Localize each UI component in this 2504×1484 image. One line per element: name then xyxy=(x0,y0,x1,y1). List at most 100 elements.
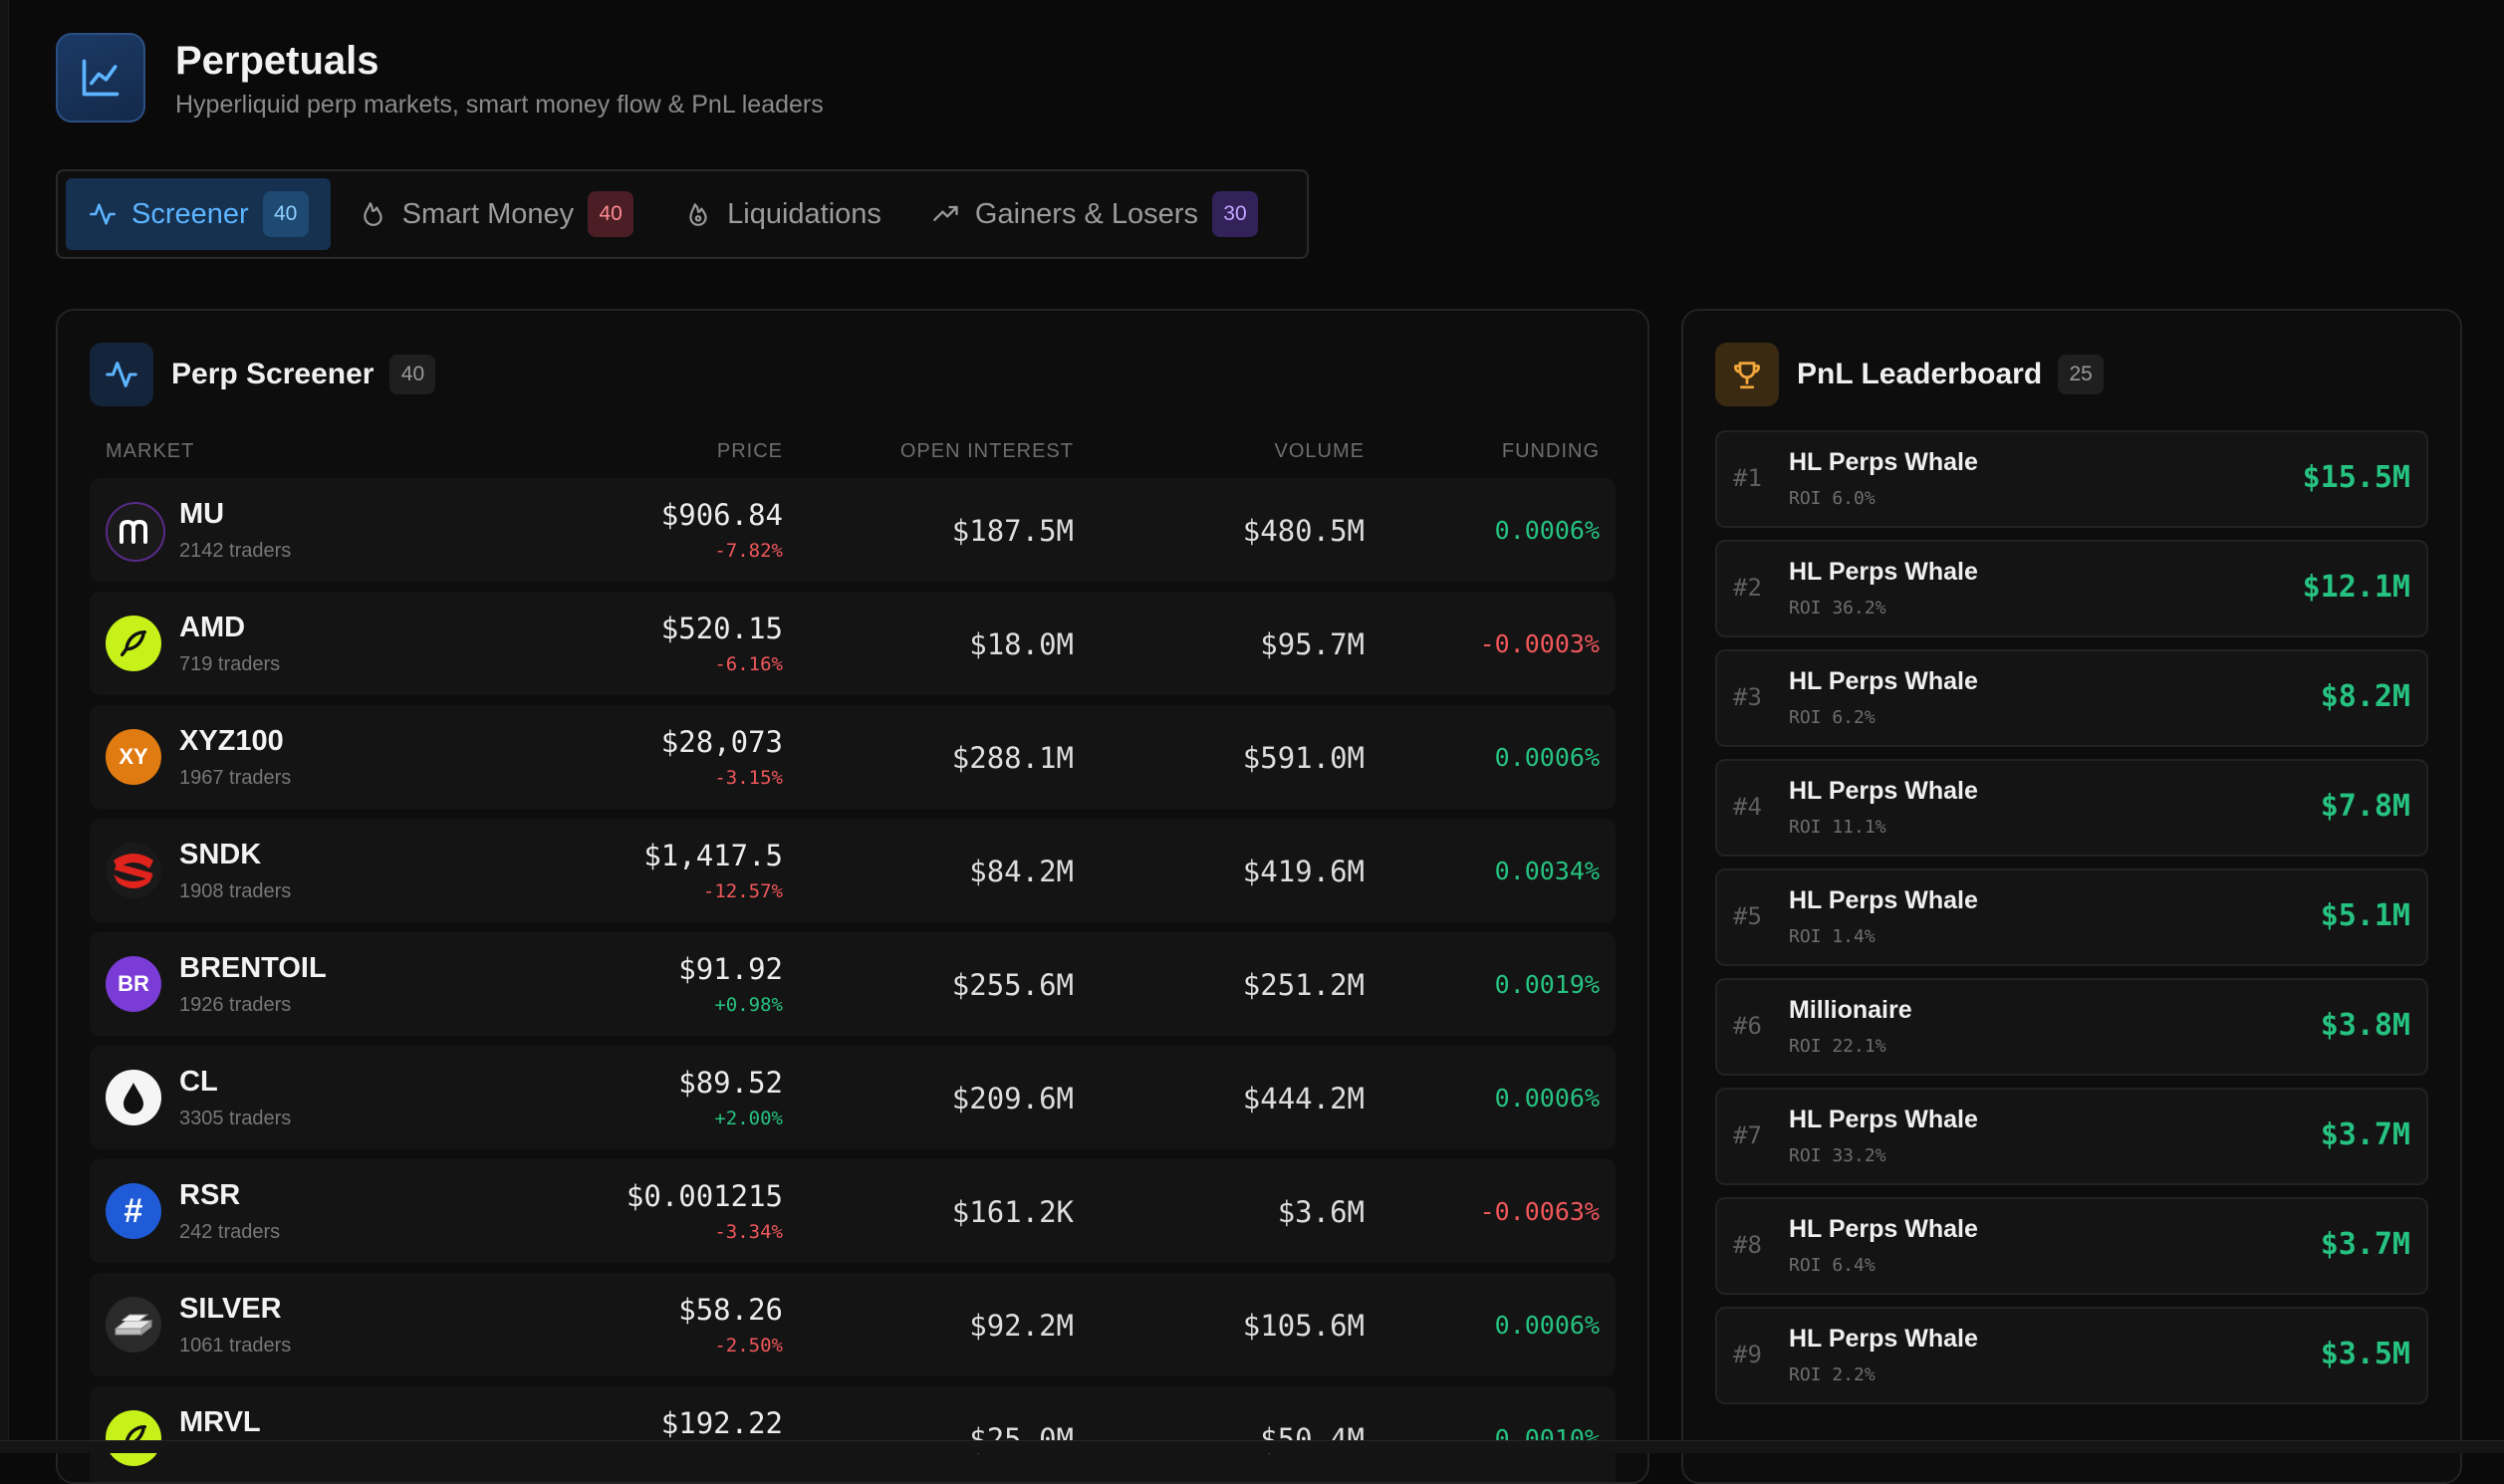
leaderboard-row[interactable]: #2 HL Perps Whale ROI 36.2% $12.1M xyxy=(1715,540,2428,637)
market-symbol: AMD xyxy=(179,612,246,643)
oil-drop-icon xyxy=(106,1070,161,1125)
price-value: $1,417.5 xyxy=(643,839,783,872)
roi-label: ROI 22.1% xyxy=(1789,1036,1886,1057)
perp-screener-panel: Perp Screener 40 MARKET PRICE OPEN INTER… xyxy=(56,309,1649,1484)
trader-count: 1967 traders xyxy=(179,767,292,789)
volume-value: $95.7M xyxy=(1260,627,1365,661)
tab-gainers-losers[interactable]: Gainers & Losers 30 xyxy=(909,178,1280,250)
tab-screener[interactable]: Screener 40 xyxy=(66,178,331,250)
price-change: +0.98% xyxy=(714,994,783,1016)
column-header-price[interactable]: PRICE xyxy=(716,440,783,462)
trader-count: 719 traders xyxy=(179,653,281,675)
tab-smart-money[interactable]: Smart Money 40 xyxy=(337,178,655,250)
price-value: $520.15 xyxy=(660,612,783,645)
roi-label: ROI 6.0% xyxy=(1789,488,1876,509)
table-row[interactable]: BR BRENTOIL 1926 traders $91.92 +0.98% $255.6… xyxy=(90,932,1616,1036)
table-header: MARKET PRICE OPEN INTEREST VOLUME FUNDIN… xyxy=(90,432,1616,476)
feather-logo-icon xyxy=(106,1410,161,1466)
funding-rate: 0.0006% xyxy=(1494,1084,1600,1113)
roi-label: ROI 36.2% xyxy=(1789,598,1886,618)
pnl-leaderboard-panel: PnL Leaderboard 25 #1 HL Perps Whale ROI 6… xyxy=(1681,309,2462,1484)
funding-rate: 0.0006% xyxy=(1494,1311,1600,1340)
pnl-value: $8.2M xyxy=(2320,679,2410,714)
initials-logo: XY xyxy=(106,729,161,785)
bottom-edge xyxy=(0,1440,2504,1453)
open-interest-value: $161.2K xyxy=(951,1195,1074,1229)
silver-bars-icon xyxy=(106,1297,161,1353)
table-row[interactable]: MU 2142 traders $906.84 -7.82% $187.5M $480.5… xyxy=(90,478,1616,582)
tab-label: Gainers & Losers xyxy=(974,197,1198,230)
market-symbol: SILVER xyxy=(179,1293,282,1325)
volume-value: $480.5M xyxy=(1242,514,1365,548)
price-change: -2.50% xyxy=(714,1335,783,1357)
open-interest-value: $187.5M xyxy=(951,514,1074,548)
rank-label: #2 xyxy=(1733,574,1762,602)
price-value: $58.26 xyxy=(678,1293,783,1327)
volume-value: $591.0M xyxy=(1242,741,1365,775)
leaderboard-row[interactable]: #9 HL Perps Whale ROI 2.2% $3.5M xyxy=(1715,1307,2428,1404)
price-value: $192.22 xyxy=(660,1406,783,1440)
table-row[interactable]: MRVL $192.22 $25.0M $50.4M 0.0010% xyxy=(90,1386,1616,1482)
leaderboard-row[interactable]: #8 HL Perps Whale ROI 6.4% $3.7M xyxy=(1715,1197,2428,1295)
page-title: Perpetuals xyxy=(175,38,379,83)
volume-value: $419.6M xyxy=(1242,855,1365,888)
price-change: -7.82% xyxy=(714,540,783,562)
rank-label: #8 xyxy=(1733,1231,1762,1259)
tab-count-badge: 40 xyxy=(588,191,634,237)
trader-name: HL Perps Whale xyxy=(1789,777,1978,805)
column-header-open-interest[interactable]: OPEN INTEREST xyxy=(899,440,1074,462)
initials-logo: BR xyxy=(106,956,161,1012)
leaderboard-row[interactable]: #3 HL Perps Whale ROI 6.2% $8.2M xyxy=(1715,649,2428,747)
funding-rate: 0.0006% xyxy=(1494,743,1600,772)
leaderboard-row[interactable]: #1 HL Perps Whale ROI 6.0% $15.5M xyxy=(1715,430,2428,528)
trader-name: HL Perps Whale xyxy=(1789,448,1978,476)
tab-label: Smart Money xyxy=(401,197,575,230)
panel-header: Perp Screener 40 xyxy=(90,343,436,406)
volume-value: $444.2M xyxy=(1242,1082,1365,1115)
pnl-value: $12.1M xyxy=(2302,570,2410,605)
page-header: Perpetuals Hyperliquid perp markets, sma… xyxy=(56,33,824,123)
count-badge: 25 xyxy=(2058,355,2105,394)
column-header-funding[interactable]: FUNDING xyxy=(1501,440,1600,462)
trader-count: 1061 traders xyxy=(179,1335,292,1357)
funding-rate: 0.0034% xyxy=(1494,857,1600,885)
column-header-market[interactable]: MARKET xyxy=(106,440,195,462)
open-interest-value: $84.2M xyxy=(969,855,1074,888)
table-row[interactable]: XY XYZ100 1967 traders $28,073 -3.15% $288.1M… xyxy=(90,705,1616,809)
activity-icon xyxy=(88,199,118,229)
column-header-volume[interactable]: VOLUME xyxy=(1274,440,1365,462)
price-value: $0.001215 xyxy=(626,1179,783,1213)
price-change: -3.34% xyxy=(714,1221,783,1243)
market-symbol: SNDK xyxy=(179,839,262,870)
price-value: $91.92 xyxy=(678,952,783,986)
pnl-value: $3.7M xyxy=(2320,1117,2410,1152)
rank-label: #9 xyxy=(1733,1341,1762,1368)
rank-label: #6 xyxy=(1733,1012,1762,1040)
leaderboard-row[interactable]: #6 Millionaire ROI 22.1% $3.8M xyxy=(1715,978,2428,1076)
leaderboard-list: #1 HL Perps Whale ROI 6.0% $15.5M #2 HL Perps… xyxy=(1715,430,2428,1416)
chart-line-icon xyxy=(56,33,145,123)
table-row[interactable]: SILVER 1061 traders $58.26 -2.50% $92.2M $105… xyxy=(90,1273,1616,1376)
table-row[interactable]: CL 3305 traders $89.52 +2.00% $209.6M $444.2M… xyxy=(90,1046,1616,1149)
trader-name: HL Perps Whale xyxy=(1789,667,1978,695)
tab-liquidations[interactable]: Liquidations xyxy=(661,178,903,250)
funding-rate: -0.0063% xyxy=(1479,1197,1600,1226)
leaderboard-row[interactable]: #4 HL Perps Whale ROI 11.1% $7.8M xyxy=(1715,759,2428,857)
tab-count-badge: 40 xyxy=(262,191,309,237)
table-row[interactable]: SNDK 1908 traders $1,417.5 -12.57% $84.2M $41… xyxy=(90,819,1616,922)
open-interest-value: $255.6M xyxy=(951,968,1074,1002)
trader-count: 1908 traders xyxy=(179,880,292,902)
table-row[interactable]: # RSR 242 traders $0.001215 -3.34% $161.2K $3.… xyxy=(90,1159,1616,1263)
leaderboard-row[interactable]: #5 HL Perps Whale ROI 1.4% $5.1M xyxy=(1715,868,2428,966)
screener-table-body: MU 2142 traders $906.84 -7.82% $187.5M $480.5… xyxy=(90,478,1616,1482)
funding-rate: 0.0006% xyxy=(1494,516,1600,545)
pnl-value: $3.5M xyxy=(2320,1337,2410,1371)
leaderboard-row[interactable]: #7 HL Perps Whale ROI 33.2% $3.7M xyxy=(1715,1088,2428,1185)
panel-header: PnL Leaderboard 25 xyxy=(1715,343,2105,406)
roi-label: ROI 11.1% xyxy=(1789,817,1886,838)
price-value: $89.52 xyxy=(678,1066,783,1100)
panel-title: Perp Screener xyxy=(171,358,375,390)
hash-logo-icon: # xyxy=(106,1183,161,1239)
price-change: +2.00% xyxy=(714,1108,783,1129)
table-row[interactable]: AMD 719 traders $520.15 -6.16% $18.0M $95.7M -… xyxy=(90,592,1616,695)
